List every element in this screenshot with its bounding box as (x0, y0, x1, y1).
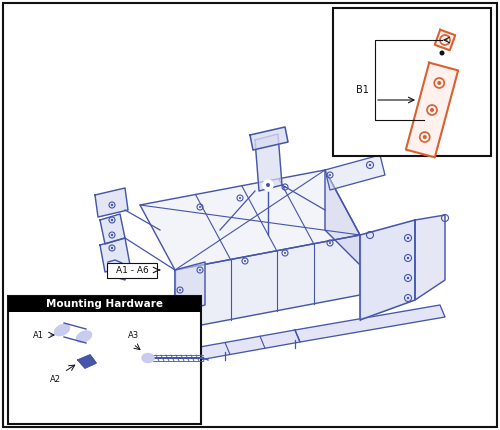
Ellipse shape (142, 353, 154, 362)
Circle shape (239, 197, 241, 199)
Polygon shape (140, 170, 360, 270)
Polygon shape (250, 127, 288, 150)
Circle shape (244, 260, 246, 262)
Circle shape (179, 319, 181, 321)
Text: Mounting Hardware: Mounting Hardware (46, 299, 163, 309)
Circle shape (111, 247, 113, 249)
Circle shape (124, 326, 142, 344)
Polygon shape (175, 235, 360, 330)
Circle shape (440, 50, 444, 55)
Polygon shape (100, 214, 125, 244)
FancyBboxPatch shape (8, 296, 201, 312)
Polygon shape (140, 308, 175, 332)
Circle shape (407, 237, 409, 239)
Circle shape (111, 219, 113, 221)
Polygon shape (360, 220, 415, 320)
Circle shape (284, 186, 286, 188)
Circle shape (329, 242, 331, 244)
Circle shape (111, 204, 113, 206)
Circle shape (179, 304, 181, 306)
Ellipse shape (54, 324, 70, 336)
Polygon shape (175, 262, 205, 313)
Polygon shape (434, 30, 456, 50)
Polygon shape (155, 330, 300, 367)
Circle shape (437, 81, 441, 85)
Polygon shape (406, 63, 458, 157)
FancyBboxPatch shape (333, 8, 491, 156)
FancyBboxPatch shape (8, 296, 201, 424)
Text: A1 - A6: A1 - A6 (116, 266, 148, 275)
Circle shape (266, 183, 270, 187)
FancyBboxPatch shape (3, 3, 497, 427)
Polygon shape (255, 134, 282, 191)
Circle shape (329, 174, 331, 176)
Circle shape (407, 257, 409, 259)
Circle shape (407, 297, 409, 299)
Circle shape (430, 108, 434, 112)
Circle shape (179, 289, 181, 291)
Circle shape (46, 371, 64, 389)
Circle shape (369, 164, 371, 166)
Circle shape (407, 277, 409, 279)
Polygon shape (100, 238, 130, 272)
Circle shape (263, 180, 273, 190)
Circle shape (29, 326, 47, 344)
Polygon shape (95, 188, 128, 217)
Text: A3: A3 (128, 331, 138, 340)
Circle shape (284, 252, 286, 254)
FancyBboxPatch shape (107, 263, 157, 278)
Text: A2: A2 (50, 375, 60, 384)
Circle shape (111, 234, 113, 236)
Polygon shape (325, 170, 360, 265)
Polygon shape (325, 155, 385, 190)
Circle shape (423, 135, 427, 139)
Polygon shape (78, 355, 96, 368)
Circle shape (199, 206, 201, 208)
Text: B1: B1 (356, 85, 368, 95)
Ellipse shape (76, 331, 92, 342)
Circle shape (349, 77, 375, 103)
Circle shape (199, 269, 201, 271)
Polygon shape (295, 305, 445, 342)
Polygon shape (415, 215, 445, 300)
Text: A1: A1 (32, 331, 44, 340)
